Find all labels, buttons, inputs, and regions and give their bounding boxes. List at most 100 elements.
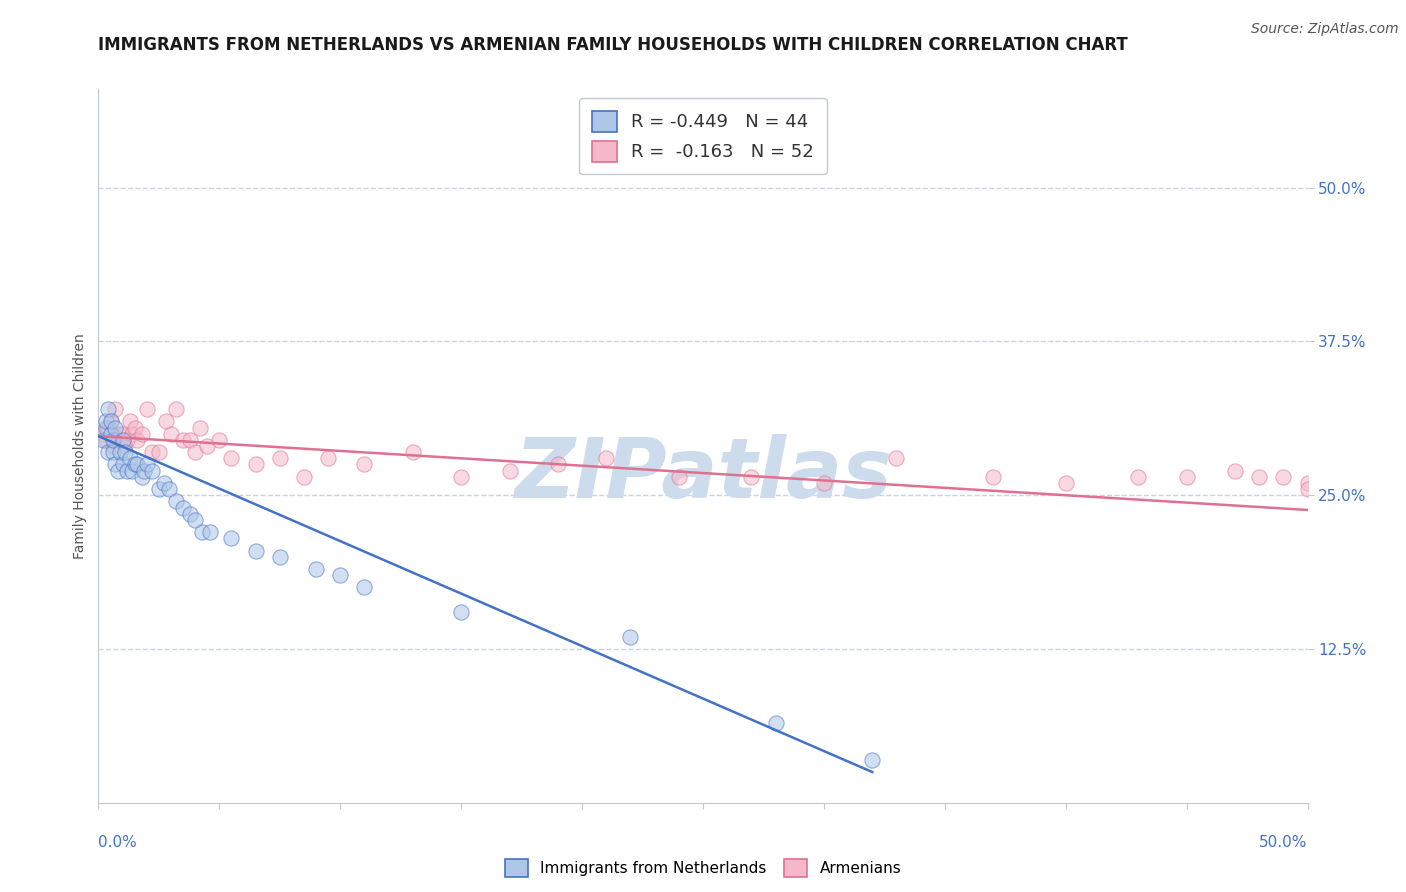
Point [316,451,339,466]
Point [1175,469,1198,483]
Text: IMMIGRANTS FROM NETHERLANDS VS ARMENIAN FAMILY HOUSEHOLDS WITH CHILDREN CORRELAT: IMMIGRANTS FROM NETHERLANDS VS ARMENIAN … [98,36,1128,54]
Point [740,469,762,483]
Point [118,451,141,466]
Text: ZIPatlas: ZIPatlas [515,434,891,515]
Point [107,464,129,478]
Point [107,433,129,447]
Point [141,464,163,478]
Point [131,469,153,483]
Point [141,445,163,459]
Point [329,568,352,582]
Point [104,420,127,434]
Point [172,433,194,447]
Point [100,414,122,428]
Point [101,445,124,459]
Point [1128,469,1150,483]
Point [111,426,134,441]
Point [114,445,136,459]
Point [148,482,170,496]
Point [155,414,177,428]
Point [221,531,243,545]
Point [121,464,143,478]
Point [100,426,122,441]
Point [765,715,787,730]
Point [619,630,641,644]
Point [269,451,291,466]
Point [1296,482,1319,496]
Y-axis label: Family Households with Children: Family Households with Children [73,333,87,559]
Point [117,433,139,447]
Point [157,482,180,496]
Point [165,402,187,417]
Point [1272,469,1295,483]
Point [152,475,174,490]
Point [208,433,231,447]
Point [135,402,157,417]
Point [94,420,117,434]
Point [595,451,617,466]
Point [111,458,134,472]
Point [94,433,117,447]
Point [160,426,183,441]
Point [886,451,908,466]
Point [91,426,114,441]
Point [305,562,328,576]
Point [813,475,835,490]
Point [97,420,120,434]
Point [195,439,218,453]
Point [127,458,149,472]
Point [198,525,221,540]
Point [245,458,267,472]
Point [184,445,207,459]
Point [124,420,146,434]
Point [191,525,214,540]
Point [91,433,114,447]
Point [1054,475,1077,490]
Legend: R = -0.449   N = 44, R =  -0.163   N = 52: R = -0.449 N = 44, R = -0.163 N = 52 [579,98,827,174]
Point [124,458,146,472]
Point [245,543,267,558]
Point [108,445,131,459]
Point [94,414,117,428]
Point [111,433,134,447]
Point [114,439,136,453]
Legend: Immigrants from Netherlands, Armenians: Immigrants from Netherlands, Armenians [496,852,910,884]
Point [117,464,139,478]
Point [100,414,122,428]
Point [450,469,472,483]
Point [402,445,425,459]
Point [108,426,131,441]
Point [179,433,201,447]
Point [1249,469,1271,483]
Point [135,458,157,472]
Text: Source: ZipAtlas.com: Source: ZipAtlas.com [1251,22,1399,37]
Point [292,469,315,483]
Point [97,402,120,417]
Point [165,494,187,508]
Point [450,605,472,619]
Point [353,458,375,472]
Point [1223,464,1246,478]
Point [97,445,120,459]
Point [148,445,170,459]
Point [547,458,569,472]
Point [1296,475,1319,490]
Point [179,507,201,521]
Point [101,439,124,453]
Point [134,464,156,478]
Point [104,402,127,417]
Point [981,469,1004,483]
Point [118,414,141,428]
Point [101,433,124,447]
Point [131,426,153,441]
Point [498,464,520,478]
Point [668,469,690,483]
Point [121,426,143,441]
Point [127,433,149,447]
Point [184,513,207,527]
Point [221,451,243,466]
Point [104,458,127,472]
Point [860,753,883,767]
Point [188,420,211,434]
Text: 50.0%: 50.0% [1260,836,1308,850]
